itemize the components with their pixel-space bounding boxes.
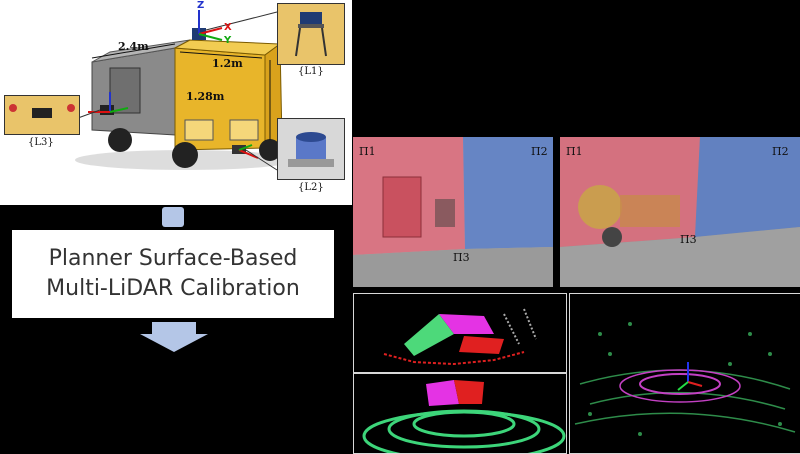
plane-label-1c: Π3 bbox=[453, 251, 470, 264]
method-line-2: Multi-LiDAR Calibration bbox=[46, 276, 300, 301]
lidar-l2-caption: {L2} bbox=[298, 182, 324, 193]
lidar-l3-caption: {L3} bbox=[28, 137, 54, 148]
plane-label-2c: Π3 bbox=[680, 233, 697, 246]
plane-label-2a: Π1 bbox=[566, 145, 583, 158]
point-cloud-right bbox=[569, 293, 800, 454]
dim-length-label: 2.4m bbox=[118, 40, 149, 53]
plane-label-1b: Π2 bbox=[531, 145, 548, 158]
method-box: Planner Surface-Based Multi-LiDAR Calibr… bbox=[12, 230, 334, 318]
lidar-l1-inset bbox=[277, 3, 345, 65]
dim-height-label: 1.28m bbox=[186, 90, 225, 103]
lidar-l2-inset bbox=[277, 118, 345, 180]
vehicle-panel: 2.4m 1.2m 1.28m Z X Y {L1} {L2} bbox=[0, 0, 352, 205]
down-arrow-top bbox=[0, 205, 352, 230]
plane-label-1a: Π1 bbox=[359, 145, 376, 158]
plane-label-2b: Π2 bbox=[772, 145, 789, 158]
lidar-l3-inset bbox=[4, 95, 80, 135]
plane-photo-2: Π1 Π2 Π3 bbox=[560, 137, 800, 287]
lidar-l1-caption: {L1} bbox=[298, 66, 324, 77]
dim-width-label: 1.2m bbox=[212, 57, 243, 70]
method-line-1: Planner Surface-Based bbox=[48, 246, 298, 271]
axis-x-label: X bbox=[224, 22, 232, 33]
vehicle-illustration bbox=[75, 10, 295, 171]
plane-photo-1: Π1 Π2 Π3 bbox=[353, 137, 553, 287]
axis-z-label: Z bbox=[197, 0, 205, 11]
axis-y-label: Y bbox=[224, 35, 232, 46]
point-cloud-bottom-left bbox=[353, 373, 567, 454]
point-cloud-top-left bbox=[353, 293, 567, 373]
down-arrow-bottom bbox=[0, 318, 352, 354]
